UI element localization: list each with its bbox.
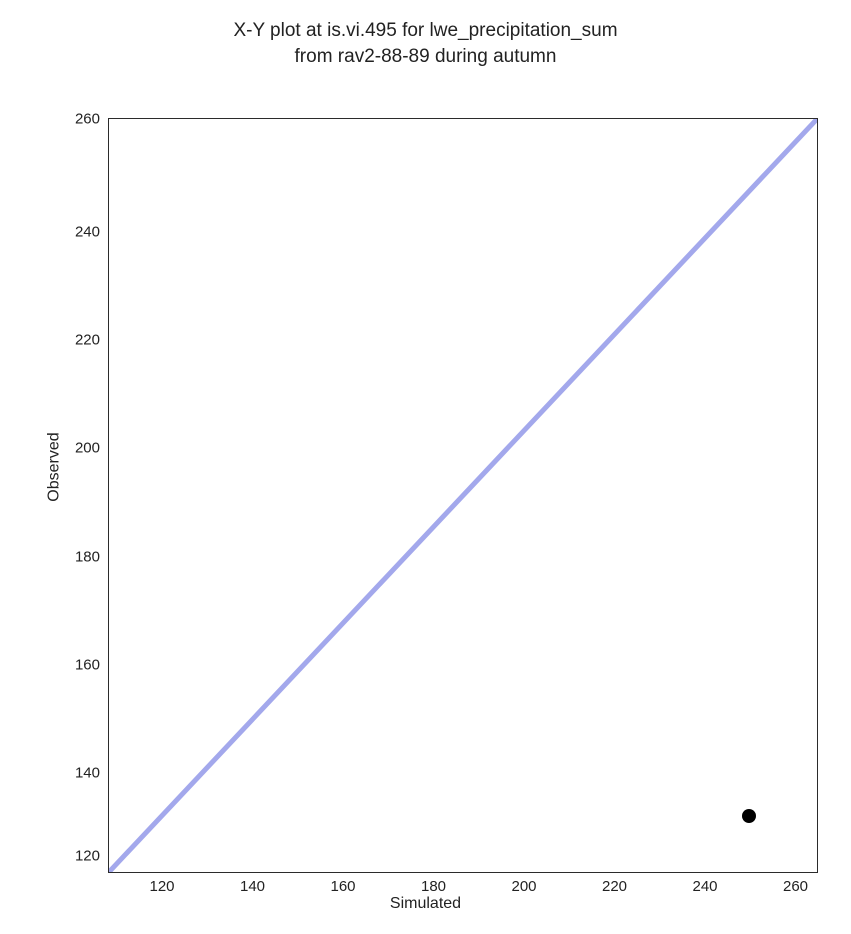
y-tick-label: 260 bbox=[40, 110, 100, 127]
x-tick-label: 260 bbox=[783, 878, 808, 895]
x-tick-label: 180 bbox=[421, 878, 446, 895]
y-tick-label: 140 bbox=[40, 765, 100, 782]
y-axis-label: Observed bbox=[46, 432, 64, 501]
y-tick-label: 180 bbox=[40, 548, 100, 565]
x-tick-label: 120 bbox=[149, 878, 174, 895]
x-tick-label: 140 bbox=[240, 878, 265, 895]
x-tick-label: 160 bbox=[330, 878, 355, 895]
x-tick-label: 220 bbox=[602, 878, 627, 895]
x-axis-label: Simulated bbox=[390, 895, 461, 913]
plot-area bbox=[108, 118, 818, 873]
x-tick-label: 240 bbox=[692, 878, 717, 895]
y-tick-label: 220 bbox=[40, 331, 100, 348]
chart-title: X-Y plot at is.vi.495 for lwe_precipitat… bbox=[0, 18, 851, 69]
identity-line bbox=[109, 119, 817, 872]
y-tick-label: 160 bbox=[40, 656, 100, 673]
data-point[interactable] bbox=[742, 809, 756, 823]
chart-container: X-Y plot at is.vi.495 for lwe_precipitat… bbox=[0, 0, 851, 934]
x-tick-label: 200 bbox=[511, 878, 536, 895]
y-tick-label: 240 bbox=[40, 223, 100, 240]
y-tick-label: 120 bbox=[40, 847, 100, 864]
